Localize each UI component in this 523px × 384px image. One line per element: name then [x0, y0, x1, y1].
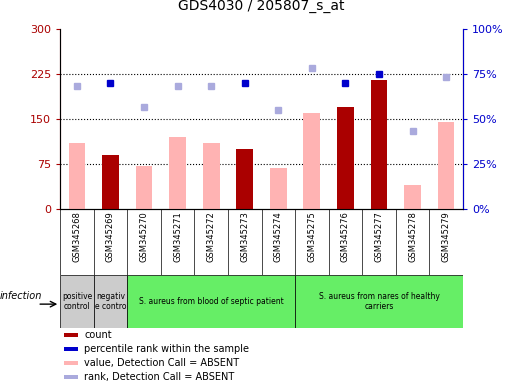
Text: S. aureus from nares of healthy
carriers: S. aureus from nares of healthy carriers	[319, 292, 439, 311]
Text: GSM345275: GSM345275	[308, 211, 316, 262]
Bar	[64, 361, 78, 365]
Bar	[371, 80, 388, 209]
Text: S. aureus from blood of septic patient: S. aureus from blood of septic patient	[139, 297, 283, 306]
Text: GSM345268: GSM345268	[72, 211, 82, 262]
Text: rank, Detection Call = ABSENT: rank, Detection Call = ABSENT	[84, 372, 234, 382]
Text: GSM345270: GSM345270	[140, 211, 149, 262]
Bar	[203, 143, 220, 209]
Bar	[295, 275, 463, 328]
Bar	[94, 275, 127, 328]
Bar	[127, 275, 295, 328]
Bar	[270, 168, 287, 209]
Bar	[404, 185, 421, 209]
Text: GSM345278: GSM345278	[408, 211, 417, 262]
Bar	[64, 333, 78, 338]
Text: GSM345269: GSM345269	[106, 211, 115, 262]
Bar	[64, 375, 78, 379]
Text: GSM345271: GSM345271	[173, 211, 182, 262]
Text: GSM345276: GSM345276	[341, 211, 350, 262]
Bar	[303, 113, 320, 209]
Text: infection: infection	[0, 291, 42, 301]
Bar	[69, 143, 85, 209]
Text: GSM345279: GSM345279	[441, 211, 451, 262]
Text: GSM345274: GSM345274	[274, 211, 283, 262]
Text: count: count	[84, 330, 112, 340]
Text: GSM345277: GSM345277	[374, 211, 383, 262]
Bar	[64, 347, 78, 351]
Text: GSM345273: GSM345273	[240, 211, 249, 262]
Bar	[438, 122, 454, 209]
Text: negativ
e contro: negativ e contro	[95, 292, 126, 311]
Bar	[236, 149, 253, 209]
Text: positive
control: positive control	[62, 292, 92, 311]
Bar	[60, 275, 94, 328]
Text: GDS4030 / 205807_s_at: GDS4030 / 205807_s_at	[178, 0, 345, 13]
Bar	[169, 137, 186, 209]
Bar	[337, 107, 354, 209]
Text: percentile rank within the sample: percentile rank within the sample	[84, 344, 249, 354]
Bar	[135, 166, 152, 209]
Text: GSM345272: GSM345272	[207, 211, 215, 262]
Bar	[102, 155, 119, 209]
Text: value, Detection Call = ABSENT: value, Detection Call = ABSENT	[84, 358, 240, 368]
